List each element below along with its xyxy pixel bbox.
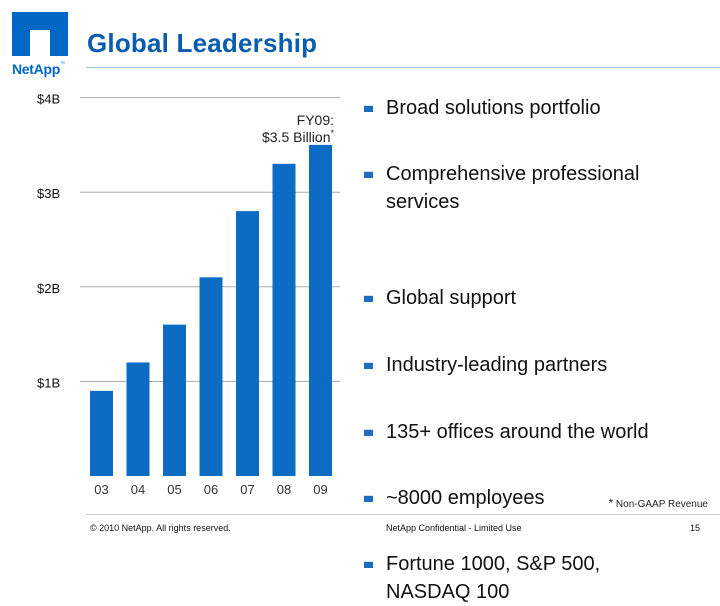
confidential-text: NetApp Confidential - Limited Use	[386, 523, 522, 533]
annotation-value: $3.5 Billion	[262, 129, 331, 145]
title-divider	[86, 67, 720, 68]
bullet-item: Comprehensive professional services	[360, 160, 706, 216]
footnote-text: Non-GAAP Revenue	[615, 499, 708, 510]
footnote-star: *	[608, 496, 614, 510]
bar-03	[90, 390, 113, 476]
netapp-wordmark: NetApp™	[12, 61, 65, 77]
x-tick-label: 06	[204, 482, 218, 497]
y-tick-label: $3B	[37, 186, 60, 201]
x-tick-label: 07	[240, 482, 254, 497]
x-tick-label: 03	[94, 482, 108, 497]
revenue-bar-chart: $1B $2B $3B $4B 03 04 05 06 07 08 09 FY09: $3.5 B…	[37, 92, 340, 497]
slide-title: Global Leadership	[87, 28, 318, 58]
y-tick-label: $4B	[37, 92, 60, 107]
bar-04	[126, 362, 150, 476]
bullet-item: Fortune 1000, S&P 500, NASDAQ 100	[360, 550, 686, 606]
bar-08	[272, 163, 296, 476]
x-axis-labels: 03 04 05 06 07 08 09	[94, 482, 327, 497]
x-tick-label: 05	[167, 482, 181, 497]
annotation-line1: FY09:	[297, 112, 334, 128]
y-tick-label: $1B	[37, 375, 60, 390]
bar-09	[309, 144, 332, 476]
annotation-line2: $3.5 Billion*	[262, 128, 335, 145]
y-axis-ticks: $1B $2B $3B $4B	[37, 92, 60, 391]
footer-divider	[86, 514, 720, 515]
x-tick-label: 09	[313, 482, 327, 497]
highlights-list: Broad solutions portfolio Comprehensive …	[360, 94, 712, 603]
bar-05	[163, 324, 186, 476]
footnote: * Non-GAAP Revenue	[608, 496, 708, 510]
bullet-item: Industry-leading partners	[360, 351, 712, 379]
page-number: 15	[690, 523, 701, 533]
slide-footer: © 2010 NetApp. All rights reserved. NetA…	[0, 514, 720, 540]
brand-trademark: ™	[59, 61, 65, 67]
chart-grid	[80, 97, 340, 382]
x-tick-label: 08	[277, 482, 291, 497]
bullet-item: Broad solutions portfolio	[360, 94, 712, 122]
netapp-logo-mark-icon	[12, 12, 68, 56]
bullet-item: ~8000 employees	[360, 484, 712, 512]
annotation-marker: *	[330, 128, 334, 138]
bullet-item: 135+ offices around the world	[360, 418, 712, 446]
copyright-text: © 2010 NetApp. All rights reserved.	[90, 523, 231, 533]
y-tick-label: $2B	[37, 281, 60, 296]
chart-bars	[90, 144, 332, 476]
bar-06	[199, 277, 223, 476]
chart-annotation: FY09: $3.5 Billion*	[262, 112, 335, 145]
bullet-item: Global support	[360, 284, 712, 312]
brand-name: NetApp	[12, 61, 60, 77]
x-tick-label: 04	[131, 482, 145, 497]
bar-07	[236, 211, 259, 476]
